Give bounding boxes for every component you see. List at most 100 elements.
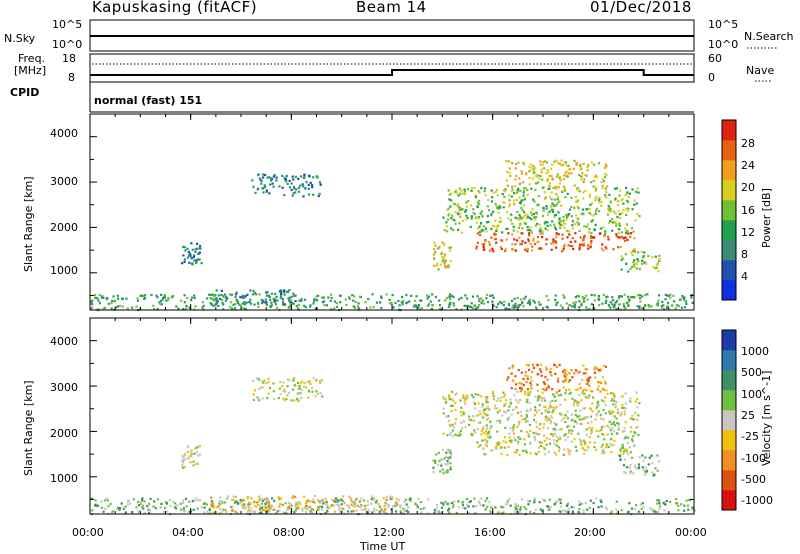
power-cell xyxy=(504,307,507,310)
power-cell xyxy=(445,221,448,224)
power-cell xyxy=(660,306,664,309)
power-cell xyxy=(234,293,237,296)
velocity-cell xyxy=(466,497,469,500)
velocity-cell xyxy=(126,499,129,502)
power-cell xyxy=(502,206,505,209)
velocity-cell xyxy=(519,390,522,393)
power-cell xyxy=(511,162,514,165)
velocity-cell xyxy=(464,402,467,406)
velocity-cell xyxy=(320,499,324,502)
velocity-cell xyxy=(511,430,514,433)
velocity-cell xyxy=(549,505,552,508)
velocity-cell xyxy=(472,505,475,508)
velocity-cell xyxy=(276,510,279,513)
velocity-cell xyxy=(635,391,638,394)
power-cell xyxy=(514,191,517,194)
power-cell xyxy=(275,306,279,309)
power-cell xyxy=(598,304,601,307)
velocity-cell xyxy=(543,439,546,442)
velocity-cell xyxy=(609,429,612,432)
power-cell xyxy=(414,299,417,302)
velocity-cell xyxy=(478,410,481,413)
power-cell xyxy=(513,297,516,300)
power-cell xyxy=(538,303,541,306)
power-cell xyxy=(531,214,534,217)
velocity-cell xyxy=(486,405,489,408)
power-cell xyxy=(524,187,527,190)
velocity-cell xyxy=(220,500,223,503)
velocity-cell xyxy=(497,443,500,446)
velocity-cell xyxy=(603,438,606,441)
velocity-cell xyxy=(388,504,391,507)
velocity-cell xyxy=(680,503,683,506)
velocity-cell xyxy=(574,388,578,391)
velocity-cell xyxy=(294,509,297,512)
velocity-cell xyxy=(546,505,550,508)
velocity-cell xyxy=(154,507,157,510)
velocity-cell xyxy=(473,429,476,432)
velocity-cell xyxy=(319,382,322,385)
power-cell xyxy=(447,189,450,192)
velocity-cell xyxy=(479,504,482,507)
velocity-cell xyxy=(474,402,477,406)
velocity-cell xyxy=(624,421,627,424)
velocity-cell xyxy=(498,419,501,422)
power-cell xyxy=(580,175,583,178)
velocity-cell xyxy=(625,448,628,451)
power-cell xyxy=(474,216,477,219)
velocity-cell xyxy=(610,412,613,415)
power-cell xyxy=(643,251,646,254)
velocity-cell xyxy=(543,423,546,426)
velocity-cell xyxy=(462,420,465,423)
velocity-cell xyxy=(120,502,123,505)
power-cell xyxy=(265,291,268,294)
velocity-cell xyxy=(549,433,553,436)
velocity-cell xyxy=(537,398,540,401)
power-cell xyxy=(604,163,607,166)
power-cell xyxy=(639,294,642,297)
power-cell xyxy=(518,183,521,186)
power-cell xyxy=(664,298,667,301)
velocity-cell xyxy=(187,456,190,460)
velocity-cell xyxy=(550,374,553,377)
power-cell xyxy=(465,209,468,212)
power-cell xyxy=(491,210,495,213)
power-cell xyxy=(642,255,645,258)
velocity-cell xyxy=(654,467,657,470)
velocity-cell xyxy=(555,423,558,426)
velocity-cell xyxy=(559,437,562,440)
power-cell xyxy=(520,302,524,305)
velocity-cell xyxy=(601,433,604,436)
velocity-cell xyxy=(481,415,484,418)
power-cell xyxy=(490,200,493,203)
power-cell xyxy=(348,297,351,301)
velocity-cell xyxy=(218,502,221,505)
velocity-cell xyxy=(454,422,457,425)
power-cell xyxy=(532,212,535,216)
velocity-cell xyxy=(613,430,616,433)
power-cell xyxy=(507,217,510,220)
velocity-cell xyxy=(319,505,322,508)
power-cell xyxy=(262,176,265,179)
velocity-cell xyxy=(251,510,254,513)
power-cell xyxy=(509,219,513,222)
power-cell xyxy=(625,302,628,305)
velocity-cell xyxy=(314,395,317,398)
power-cell xyxy=(648,305,651,308)
power-cell xyxy=(629,267,632,270)
velocity-cell xyxy=(433,511,436,514)
velocity-cell xyxy=(584,372,588,375)
power-cell xyxy=(545,243,548,246)
velocity-cell xyxy=(94,504,97,507)
power-cell xyxy=(321,296,324,299)
velocity-cell xyxy=(305,501,308,504)
power-cell xyxy=(194,305,197,308)
power-cell xyxy=(515,163,518,166)
velocity-cell xyxy=(442,432,445,435)
velocity-cell xyxy=(528,423,531,426)
power-cell xyxy=(514,167,517,170)
velocity-cell xyxy=(541,388,545,391)
velocity-cell xyxy=(326,510,329,513)
power-cell xyxy=(150,293,153,297)
power-cell xyxy=(617,231,620,234)
